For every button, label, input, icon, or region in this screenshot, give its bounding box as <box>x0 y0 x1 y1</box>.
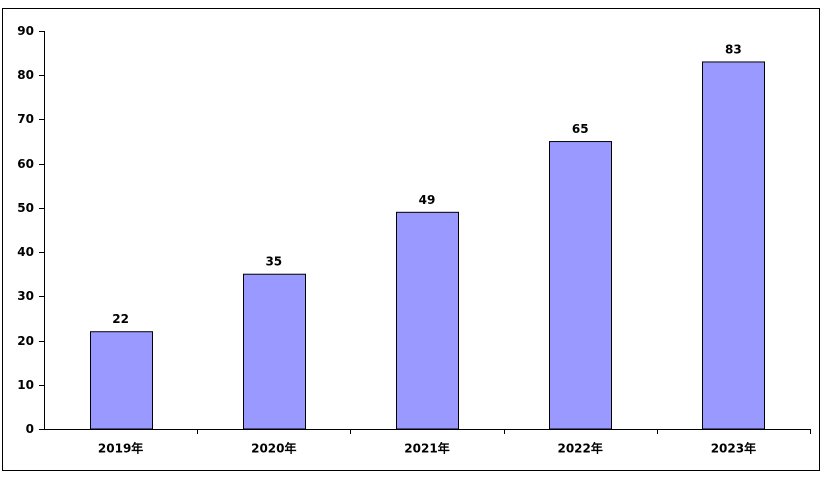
y-tick-label: 0 <box>26 422 34 436</box>
x-tick-label: 2023年 <box>711 441 756 456</box>
x-tick-label: 2022年 <box>557 441 602 456</box>
y-tick-label: 60 <box>17 157 34 171</box>
data-label: 83 <box>725 42 742 56</box>
bar <box>90 331 153 430</box>
y-tick-label: 70 <box>17 112 34 126</box>
y-tick-label: 40 <box>17 245 34 259</box>
bar <box>396 211 459 430</box>
x-tick-label: 2021年 <box>404 441 449 456</box>
bar <box>243 273 306 430</box>
bar <box>702 61 765 430</box>
x-tick-label: 2019年 <box>98 441 143 456</box>
data-label: 65 <box>572 122 589 136</box>
data-label: 49 <box>419 193 436 207</box>
y-tick-label: 50 <box>17 201 34 215</box>
bar <box>549 141 612 430</box>
y-tick-label: 20 <box>17 334 34 348</box>
x-tick-label: 2020年 <box>251 441 296 456</box>
y-tick-label: 30 <box>17 289 34 303</box>
data-label: 22 <box>112 312 129 326</box>
y-tick-label: 80 <box>17 68 34 82</box>
y-tick-label: 10 <box>17 378 34 392</box>
data-label: 35 <box>265 255 282 269</box>
y-tick-label: 90 <box>17 24 34 38</box>
